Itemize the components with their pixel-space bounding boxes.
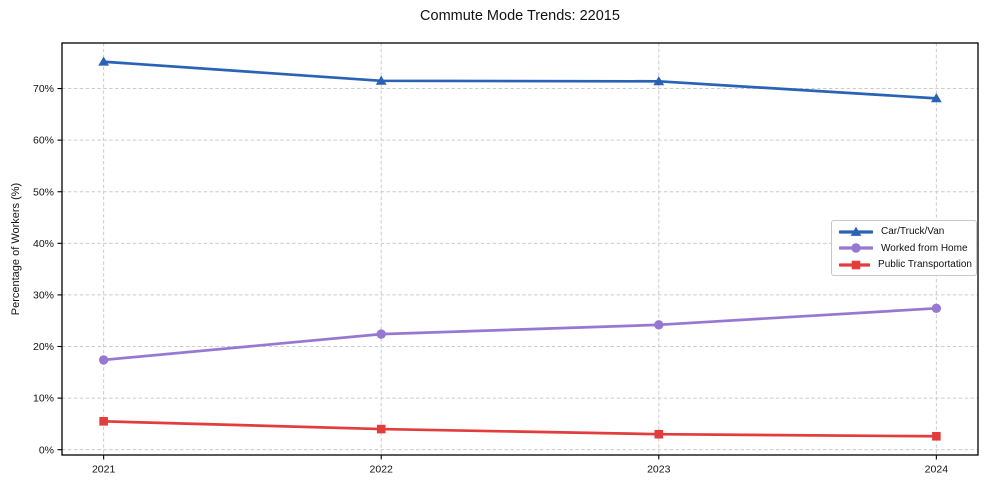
legend: Car/Truck/Van Worked from Home Public Tr… — [831, 220, 977, 276]
legend-entry-worked-from-home: Worked from Home — [839, 240, 972, 256]
worked-from-home-line-marker-icon — [839, 243, 873, 253]
legend-label: Worked from Home — [881, 242, 968, 254]
series-car-truck-van — [98, 56, 942, 103]
tick-labels: 0% 10% 20% 30% 40% 50% 60% 70% 2021 2022 2023 2024 — [33, 83, 948, 475]
chart-title: Commute Mode Trends: 22015 — [420, 8, 620, 24]
tick-marks — [57, 88, 937, 460]
public-transportation-line-marker-icon — [839, 260, 871, 269]
y-tick-label: 20% — [33, 341, 54, 353]
y-tick-label: 60% — [33, 135, 54, 147]
y-tick-label: 70% — [33, 83, 54, 95]
axes-spines — [61, 42, 979, 456]
x-tick-label: 2021 — [92, 464, 116, 476]
y-tick-label: 10% — [33, 393, 54, 405]
y-tick-label: 50% — [33, 186, 54, 198]
x-tick-label: 2024 — [925, 464, 949, 476]
series-public-transportation — [99, 417, 941, 441]
y-tick-label: 0% — [39, 444, 54, 456]
x-tick-label: 2022 — [370, 464, 394, 476]
y-tick-label: 30% — [33, 290, 54, 302]
x-tick-label: 2023 — [647, 464, 671, 476]
legend-entry-car-truck-van: Car/Truck/Van — [839, 224, 972, 240]
series-worked-from-home — [98, 303, 942, 365]
legend-label: Public Transportation — [878, 259, 972, 270]
legend-entry-public-transportation: Public Transportation — [839, 257, 972, 273]
y-tick-label: 40% — [33, 238, 54, 250]
car-truck-van-line-marker-icon — [839, 226, 873, 236]
gridlines — [62, 43, 978, 455]
legend-label: Car/Truck/Van — [881, 226, 945, 237]
